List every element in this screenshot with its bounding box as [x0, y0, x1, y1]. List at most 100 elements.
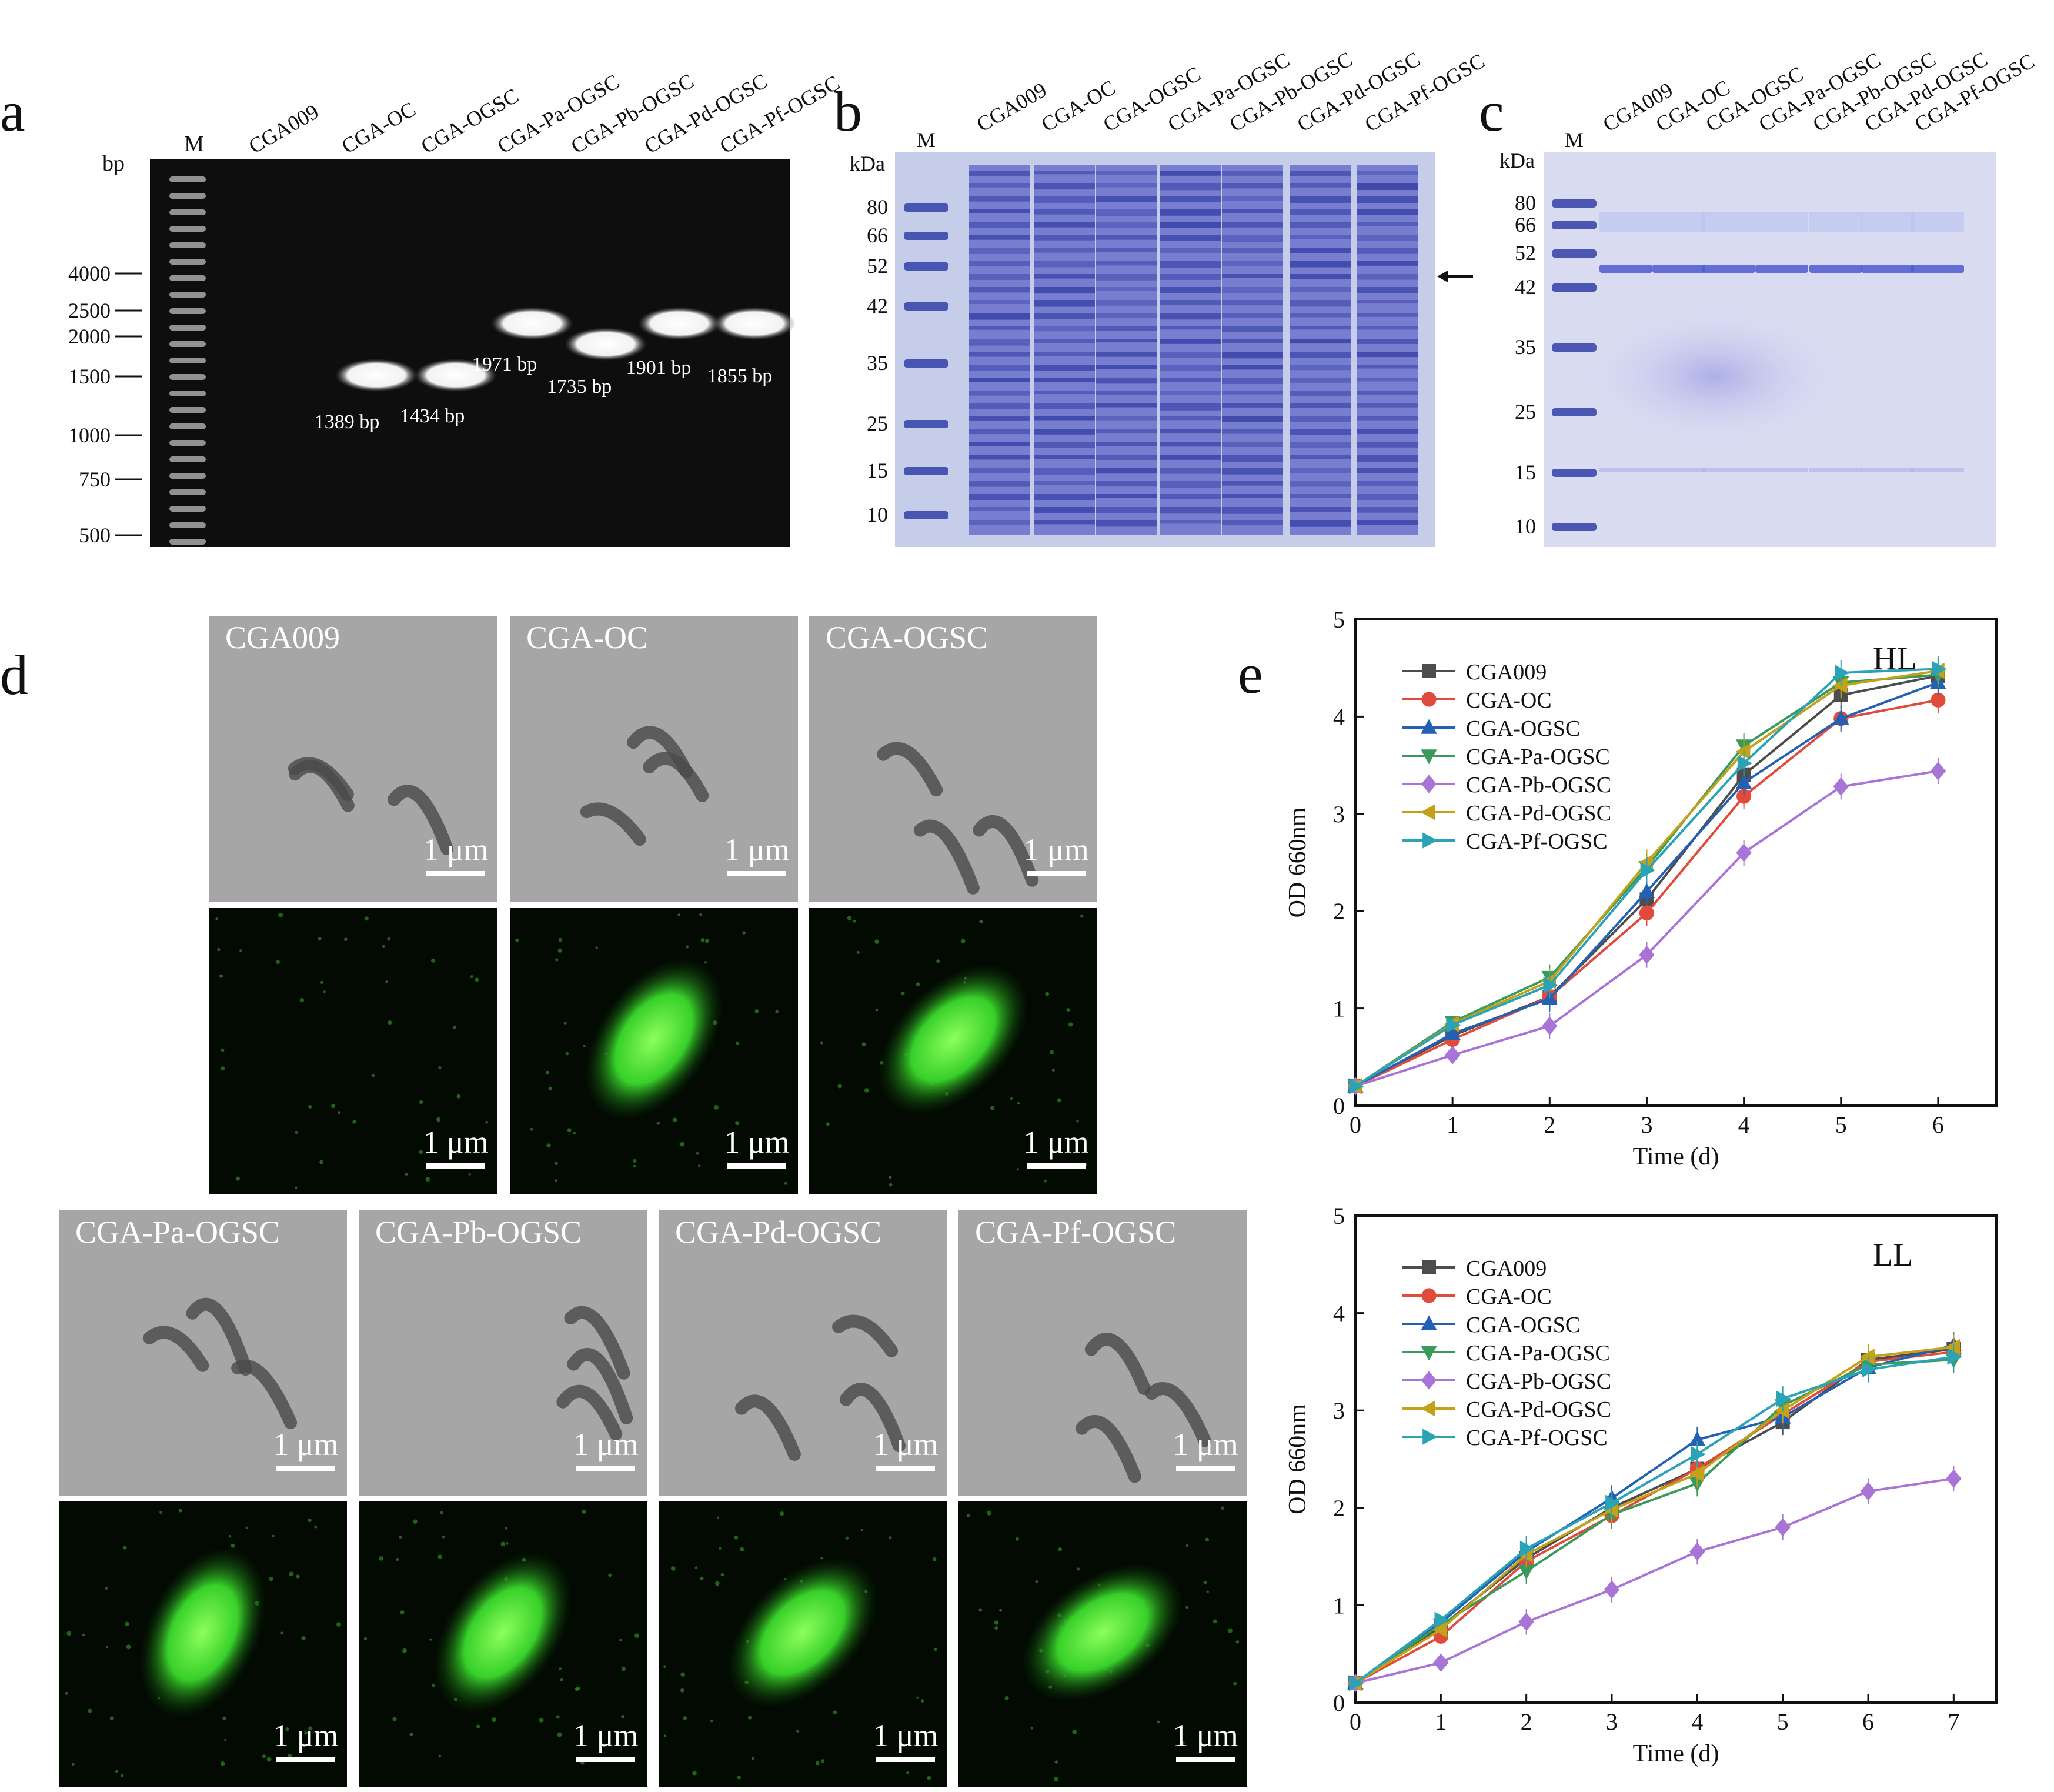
phase-contrast-tile: CGA-Pf-OGSC 1 μm [958, 1210, 1247, 1496]
noise-dot [826, 1122, 830, 1126]
noise-dot [916, 1696, 919, 1699]
noise-dot [710, 1720, 713, 1723]
gel_b-lane-band [1096, 378, 1157, 384]
noise-dot [120, 1774, 124, 1777]
gel_b-lane-band [969, 171, 1030, 176]
noise-dot [927, 1776, 931, 1780]
gel_b-lane-band [1034, 520, 1095, 525]
gel_b-lane-band [1290, 416, 1351, 422]
gel_b-ladder-band [904, 203, 948, 212]
panel-label-c: c [1479, 80, 1504, 143]
gel_b-lane-band [1160, 171, 1221, 176]
scale-bar-label: 1 μm [724, 832, 789, 867]
gel_c-target-band [1911, 265, 1964, 273]
data-point [1444, 1046, 1461, 1064]
gel-a-ladder-label: 500 [79, 523, 111, 547]
data-point [1421, 775, 1437, 793]
sample-label: CGA-OC [526, 620, 648, 655]
noise-dot [853, 919, 856, 923]
gel_b-lane-band [969, 287, 1030, 293]
noise-dot [1057, 1098, 1061, 1103]
noise-dot [1203, 1580, 1207, 1584]
gel_b-lane-band [1034, 468, 1095, 475]
scale-bar-label: 1 μm [573, 1427, 638, 1462]
gel_b-lane-band [1096, 352, 1157, 357]
noise-dot [66, 1631, 72, 1636]
gel_b-lane-band [1096, 274, 1157, 281]
scale-bar-label: 1 μm [1173, 1427, 1238, 1462]
gel_b-ladder-label: 66 [867, 223, 888, 247]
gel_b-lane-band [1096, 261, 1157, 266]
noise-dot [278, 912, 283, 917]
gel_b-lane-band [1034, 313, 1095, 319]
scale-bar [426, 1163, 485, 1169]
y-axis-label: OD 660nm [1284, 1404, 1311, 1514]
gel_b-ladder-band [904, 302, 948, 311]
gel_b-lane-band [1222, 222, 1283, 228]
noise-dot [1030, 1726, 1033, 1730]
gel_c-faint-band [1755, 212, 1808, 232]
sample-label: CGA-Pa-OGSC [75, 1214, 280, 1250]
gel_b-lane-band [1034, 248, 1095, 253]
gel_c-faint-band [1911, 212, 1964, 232]
fluorescence-tile: 1 μm [359, 1501, 647, 1787]
noise-dot [385, 980, 389, 984]
gel_b-lane-band [1034, 196, 1095, 203]
noise-dot [1076, 1120, 1079, 1123]
gel_b-lane-band [969, 313, 1030, 320]
noise-dot [468, 1173, 471, 1176]
data-point [1543, 977, 1558, 993]
gel_b-lane-band [1222, 403, 1283, 408]
gel_b-lane-band [1096, 248, 1157, 252]
noise-dot [692, 1771, 697, 1776]
gel_c-ladder-label: 42 [1515, 275, 1536, 299]
gfp-signal [584, 957, 724, 1121]
gel_c-faint-band [1911, 468, 1964, 472]
noise-dot [820, 1759, 825, 1763]
noise-dot [1185, 1544, 1189, 1547]
scale-bar [1027, 1163, 1086, 1169]
gel_b-ladder-band [904, 511, 948, 519]
noise-dot [1227, 1628, 1233, 1633]
legend-label: CGA-Pb-OGSC [1466, 773, 1611, 797]
noise-dot [621, 1667, 626, 1671]
gel_b-lane-band [1290, 507, 1351, 512]
fluorescence-tile: 1 μm [209, 908, 497, 1194]
noise-dot [299, 997, 305, 1003]
plot-frame [1354, 1214, 1998, 1704]
data-point [1420, 1400, 1435, 1417]
data-point [1945, 1339, 1961, 1356]
gel-a-band [713, 307, 796, 340]
noise-dot [331, 1104, 336, 1109]
noise-dot [696, 1152, 699, 1155]
gel_c-ladder-label: 80 [1515, 191, 1536, 215]
noise-dot [491, 1717, 496, 1723]
gel-c-unit: kDa [1499, 149, 1535, 172]
noise-dot [1080, 914, 1084, 918]
noise-dot [505, 1542, 509, 1545]
gel_b-lane-band [1357, 261, 1418, 266]
legend-label: CGA-Pd-OGSC [1466, 801, 1611, 826]
gel-a-ladder-rung [169, 341, 206, 347]
noise-dot [318, 937, 322, 941]
noise-dot [338, 1111, 341, 1114]
phase-contrast-tile: CGA-OC 1 μm [510, 616, 798, 902]
noise-dot [399, 1536, 402, 1539]
gel_b-lane-band [1034, 442, 1095, 448]
noise-dot [505, 1527, 507, 1530]
gel_c-faint-band [1809, 212, 1862, 232]
gel_b-lane-band [1222, 274, 1283, 278]
plot-frame [1354, 618, 1998, 1107]
data-point [1434, 1611, 1450, 1629]
gel_b-lane-band [969, 365, 1030, 371]
data-point [1834, 665, 1850, 681]
gel_b-lane-band [969, 300, 1030, 305]
gel-a-band-label: 1971 bp [472, 353, 537, 375]
data-point [1736, 843, 1752, 862]
noise-dot [221, 1066, 225, 1071]
noise-dot [295, 1130, 298, 1134]
legend-label: CGA-Pf-OGSC [1466, 829, 1608, 854]
noise-dot [396, 1557, 399, 1561]
phase-contrast-tile: CGA-Pa-OGSC 1 μm [59, 1210, 347, 1496]
